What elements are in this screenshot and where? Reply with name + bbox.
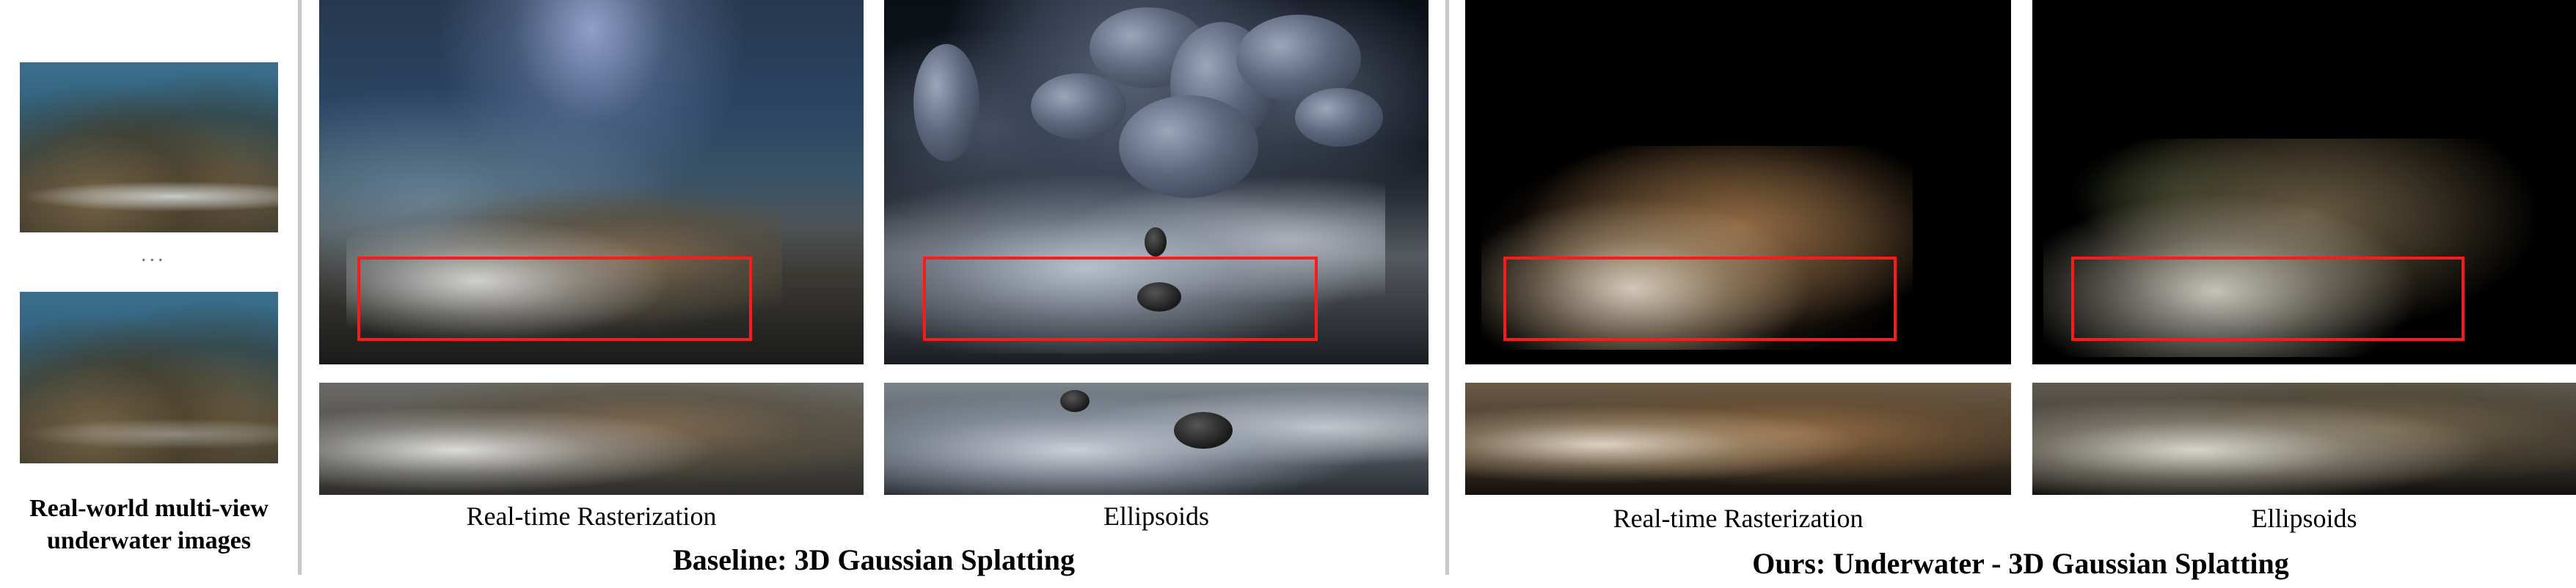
input-image-2 xyxy=(20,292,278,463)
divider-middle xyxy=(1445,0,1449,575)
baseline-rasterization-zoom xyxy=(319,383,864,495)
input-label-line-2: underwater images xyxy=(47,527,251,554)
ellipsis: ... xyxy=(141,242,167,266)
baseline-rasterization-highlight-box xyxy=(357,257,752,341)
input-label: Real-world multi-view underwater images xyxy=(0,493,298,557)
ours-ellipsoids-image xyxy=(2032,0,2576,364)
baseline-rasterization-caption: Real-time Rasterization xyxy=(466,501,717,531)
ours-rasterization-caption: Real-time Rasterization xyxy=(1613,504,1864,533)
ours-rasterization-image xyxy=(1465,0,2011,364)
ours-ellipsoids-caption: Ellipsoids xyxy=(2251,504,2357,533)
baseline-ellipsoids-image xyxy=(884,0,1429,364)
ours-rasterization-highlight-box xyxy=(1503,257,1897,341)
baseline-ellipsoids-highlight-box xyxy=(923,257,1318,341)
input-image-1 xyxy=(20,62,278,232)
baseline-title: Baseline: 3D Gaussian Splatting xyxy=(673,543,1075,576)
ours-title: Ours: Underwater - 3D Gaussian Splatting xyxy=(1752,547,2289,580)
input-label-line-1: Real-world multi-view xyxy=(29,495,269,522)
ours-rasterization-zoom xyxy=(1465,383,2011,495)
ours-ellipsoids-highlight-box xyxy=(2071,257,2464,341)
baseline-ellipsoids-caption: Ellipsoids xyxy=(1103,501,1210,531)
baseline-ellipsoids-zoom xyxy=(884,383,1429,495)
baseline-rasterization-image xyxy=(319,0,864,364)
divider-left xyxy=(298,0,302,575)
ours-ellipsoids-zoom xyxy=(2032,383,2576,495)
